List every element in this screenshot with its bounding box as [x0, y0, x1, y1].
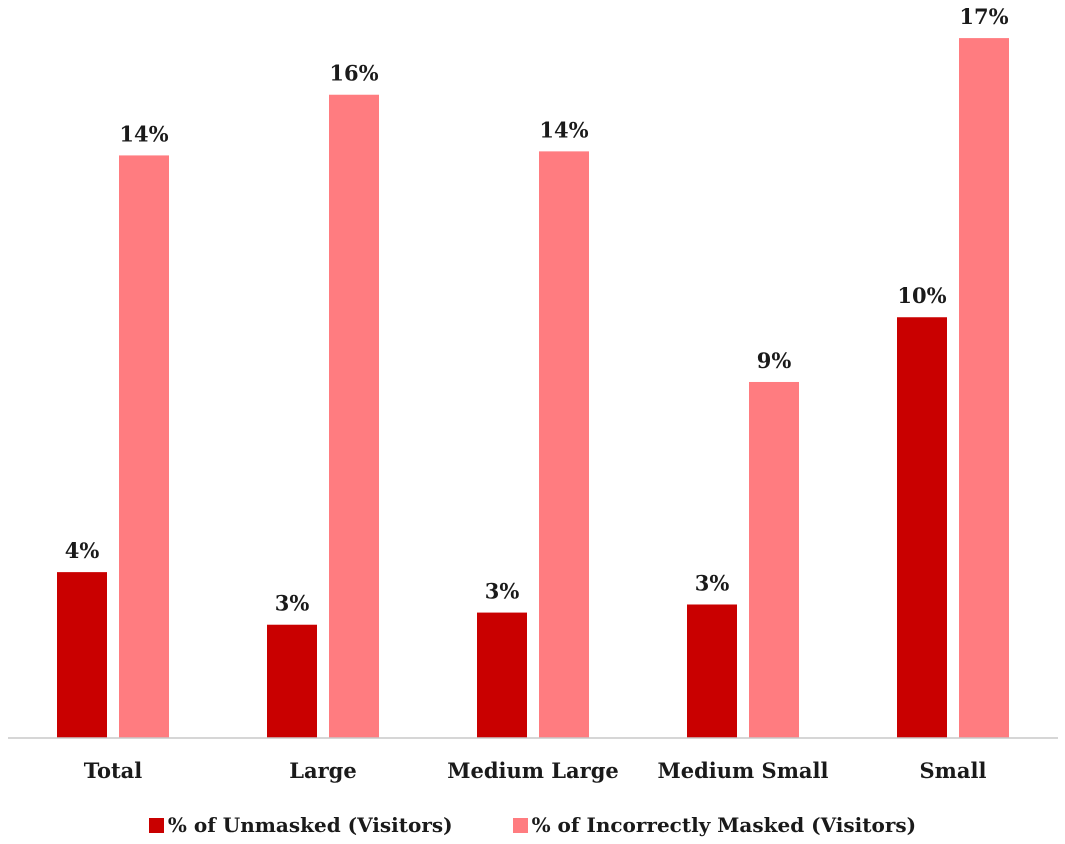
bar-medium-large-series-2: [539, 151, 589, 738]
x-tick-label-medium-large: Medium Large: [447, 758, 619, 783]
bar-small-series-2: [959, 38, 1009, 738]
x-tick-labels-group: Total Large Medium Large Medium Small Small: [84, 758, 987, 783]
data-label-medium-small-series-2: 9%: [757, 348, 792, 373]
data-label-small-series-2: 17%: [959, 4, 1008, 29]
data-label-medium-small-series-1: 3%: [695, 570, 730, 595]
legend-item-unmasked: % of Unmasked (Visitors): [148, 813, 453, 837]
x-tick-label-small: Small: [920, 758, 987, 783]
x-tick-label-total: Total: [84, 758, 143, 783]
x-tick-label-medium-small: Medium Small: [657, 758, 828, 783]
bars-group: [57, 38, 1009, 739]
bar-small-series-1: [897, 317, 947, 738]
data-label-large-series-2: 16%: [329, 61, 378, 86]
legend-label-incorrectly-masked: % of Incorrectly Masked (Visitors): [531, 813, 917, 837]
x-tick-label-large: Large: [289, 758, 356, 783]
bar-medium-small-series-1: [687, 604, 737, 738]
data-label-small-series-1: 10%: [897, 283, 946, 308]
bar-total-series-1: [57, 572, 107, 738]
data-label-medium-large-series-1: 3%: [485, 579, 520, 604]
legend-swatch-incorrectly-masked: [512, 817, 528, 833]
legend-label-unmasked: % of Unmasked (Visitors): [167, 813, 453, 837]
data-label-medium-large-series-2: 14%: [539, 117, 588, 142]
legend-item-incorrectly-masked: % of Incorrectly Masked (Visitors): [512, 813, 917, 837]
bar-medium-large-series-1: [477, 612, 527, 738]
legend: % of Unmasked (Visitors) % of Incorrectl…: [0, 812, 1065, 838]
bar-large-series-1: [267, 624, 317, 738]
bar-chart: 4% 14% 3% 16% 3% 14% 3% 9% 10% 17% Total Large Medi…: [8, 4, 1058, 783]
data-label-total-series-2: 14%: [119, 121, 168, 146]
data-labels-group: 4% 14% 3% 16% 3% 14% 3% 9% 10% 17%: [65, 4, 1009, 616]
data-label-total-series-1: 4%: [65, 538, 100, 563]
bar-large-series-2: [329, 94, 379, 738]
bar-medium-small-series-2: [749, 381, 799, 738]
bar-total-series-2: [119, 155, 169, 739]
legend-swatch-unmasked: [148, 817, 164, 833]
data-label-large-series-1: 3%: [275, 591, 310, 616]
